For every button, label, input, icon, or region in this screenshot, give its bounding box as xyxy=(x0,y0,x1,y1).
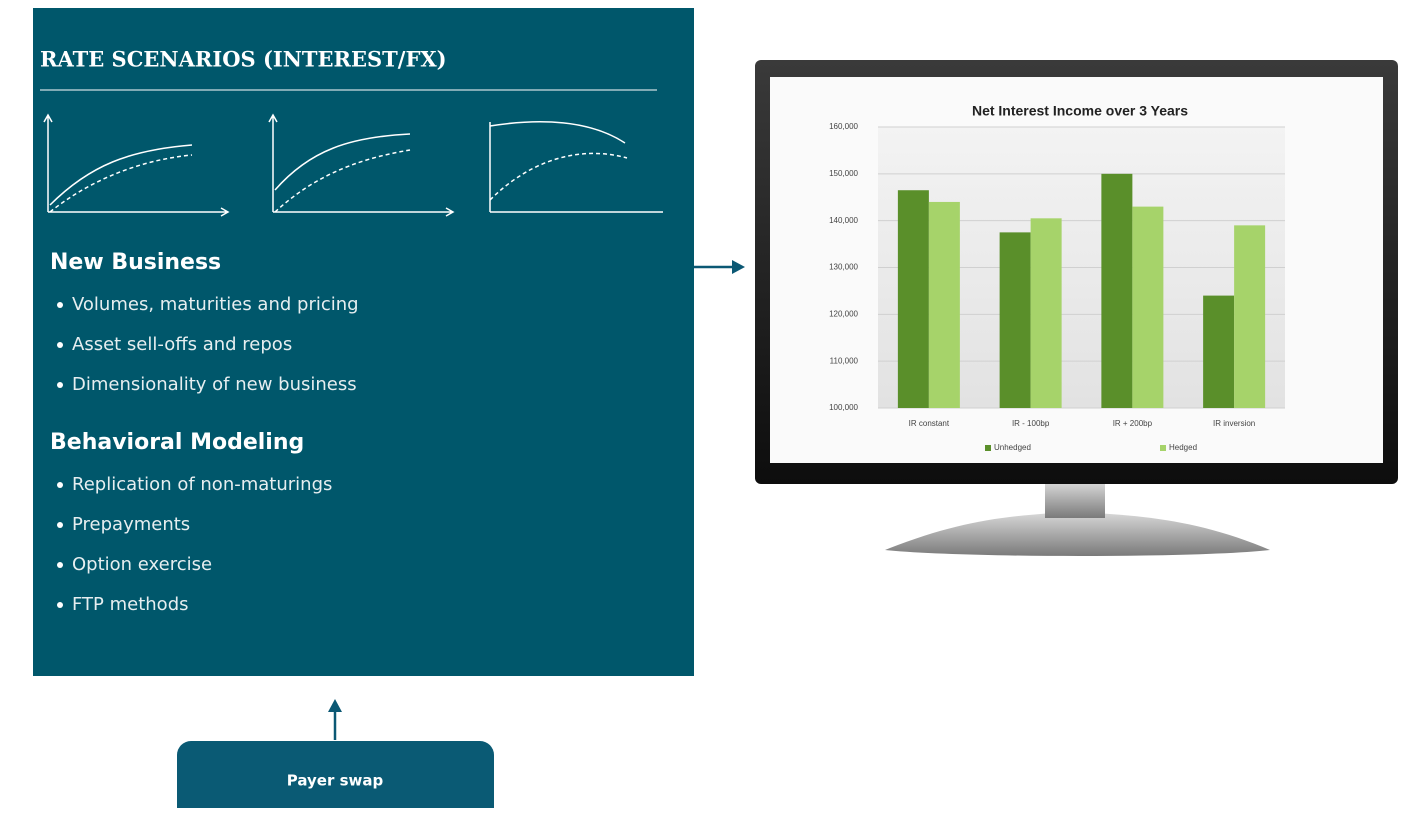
y-tick-label: 120,000 xyxy=(829,309,858,318)
list-item: Prepayments xyxy=(72,514,190,535)
bullet xyxy=(57,602,63,608)
section-heading: New Business xyxy=(50,250,221,275)
legend-label: Unhedged xyxy=(994,443,1031,452)
bullet xyxy=(57,562,63,568)
x-tick-label: IR inversion xyxy=(1213,419,1255,428)
bullet xyxy=(57,522,63,528)
list-item: Replication of non-maturings xyxy=(72,474,332,495)
list-item: Volumes, maturities and pricing xyxy=(72,294,359,315)
legend-label: Hedged xyxy=(1169,443,1197,452)
chart-title: Net Interest Income over 3 Years xyxy=(972,103,1188,119)
legend-swatch xyxy=(1160,445,1166,451)
section-heading: Behavioral Modeling xyxy=(50,430,304,455)
x-tick-label: IR constant xyxy=(909,419,950,428)
diagram: RATE SCENARIOS (INTEREST/FX) New Busines… xyxy=(0,0,1416,808)
y-tick-label: 140,000 xyxy=(829,216,858,225)
bar xyxy=(1031,218,1062,408)
bar xyxy=(898,190,929,408)
bar xyxy=(1234,225,1265,408)
y-tick-label: 110,000 xyxy=(830,356,859,365)
bullet xyxy=(57,302,63,308)
y-tick-label: 130,000 xyxy=(829,263,858,272)
arrow-head xyxy=(732,260,745,274)
legend-swatch xyxy=(985,445,991,451)
bar xyxy=(929,202,960,408)
y-tick-label: 150,000 xyxy=(829,169,858,178)
bar xyxy=(1101,174,1132,408)
bullet xyxy=(57,382,63,388)
page: RATE SCENARIOS (INTEREST/FX) New Busines… xyxy=(0,0,1416,808)
panel-title: RATE SCENARIOS (INTEREST/FX) xyxy=(40,47,447,72)
list-item: Option exercise xyxy=(72,554,212,575)
x-tick-label: IR + 200bp xyxy=(1113,419,1153,428)
bullet xyxy=(57,482,63,488)
bar xyxy=(1000,232,1031,408)
arrow-head xyxy=(328,699,342,712)
bullet xyxy=(57,342,63,348)
list-item: Asset sell-offs and repos xyxy=(72,334,292,355)
x-tick-label: IR - 100bp xyxy=(1012,419,1050,428)
list-item: FTP methods xyxy=(72,594,189,615)
bar xyxy=(1203,296,1234,408)
y-tick-label: 100,000 xyxy=(829,403,858,412)
y-tick-label: 160,000 xyxy=(829,122,858,131)
list-item: Dimensionality of new business xyxy=(72,374,357,395)
bar xyxy=(1132,207,1163,408)
button-label[interactable]: Payer swap xyxy=(287,772,384,790)
